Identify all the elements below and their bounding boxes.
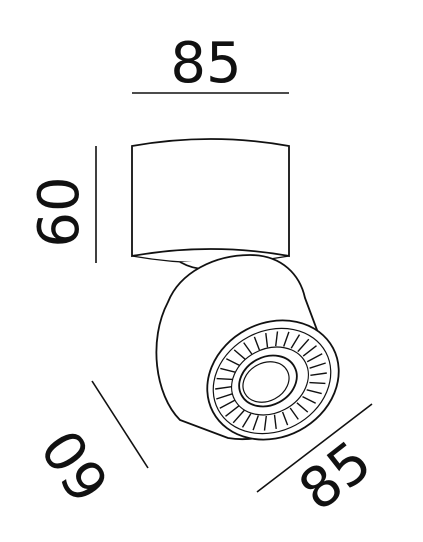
heatsink-fin <box>306 353 323 363</box>
heatsink-fin <box>290 334 301 349</box>
head-depth-dimension: 60 <box>30 380 149 513</box>
heatsink-fin <box>253 336 261 351</box>
head-depth-line <box>91 380 149 469</box>
heatsink-fin <box>309 381 326 385</box>
mount-cylinder <box>131 138 290 264</box>
heatsink-fin <box>243 342 253 355</box>
heatsink-fin <box>232 409 245 424</box>
head-diameter-line <box>256 403 373 493</box>
top-width-dimension: 85 <box>132 31 289 96</box>
height-label: 60 <box>27 176 92 247</box>
heatsink-fin <box>219 399 236 409</box>
heatsink-fin <box>216 377 233 381</box>
heatsink-fins <box>215 331 327 431</box>
heatsink-inner-ring <box>231 346 309 416</box>
heatsink-fin <box>220 367 236 373</box>
heatsink-fin <box>281 411 289 426</box>
heatsink-fin <box>265 333 269 348</box>
head-depth-label: 60 <box>30 417 123 512</box>
lamp-head <box>155 254 340 441</box>
mount-body <box>131 138 290 258</box>
heatsink-fin <box>225 405 240 417</box>
heatsink-fin <box>302 395 317 404</box>
heatsink-fin <box>296 402 309 413</box>
heatsink-fin <box>289 407 299 420</box>
heatsink-fin <box>297 338 310 353</box>
heatsink-fin <box>273 414 277 429</box>
heatsink-fin <box>306 389 322 395</box>
heatsink-fin <box>215 386 232 390</box>
heatsink-fin <box>233 349 246 360</box>
top-width-label: 85 <box>170 31 241 96</box>
heatsink-fin <box>252 415 259 431</box>
heatsink-fin <box>302 345 317 357</box>
heatsink-fin <box>241 413 252 428</box>
lens <box>242 361 290 403</box>
heatsink-fin <box>309 362 326 369</box>
height-dimension: 60 <box>27 146 97 263</box>
heatsink-fin <box>225 358 240 367</box>
heatsink-fin <box>283 331 290 347</box>
head-diameter-label: 85 <box>288 429 384 524</box>
heatsink-fin <box>275 331 279 347</box>
heatsink-outer-ring <box>212 327 332 435</box>
heatsink-fin <box>263 415 267 431</box>
heatsink-fin <box>310 372 327 376</box>
heatsink-fin <box>216 393 233 400</box>
